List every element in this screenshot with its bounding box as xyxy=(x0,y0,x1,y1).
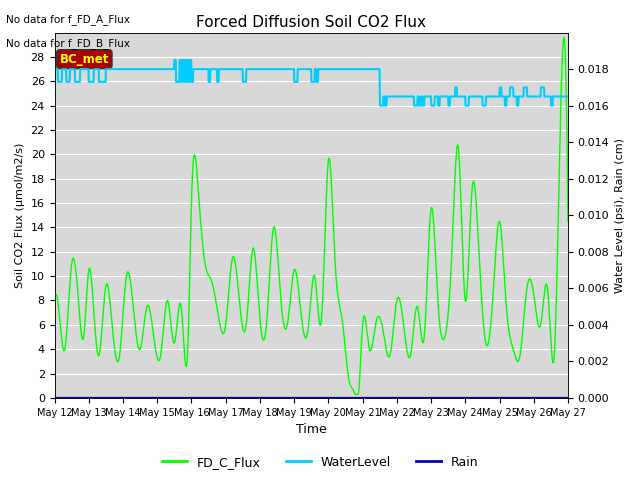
Y-axis label: Soil CO2 Flux (μmol/m2/s): Soil CO2 Flux (μmol/m2/s) xyxy=(15,143,25,288)
Y-axis label: Water Level (psi), Rain (cm): Water Level (psi), Rain (cm) xyxy=(615,138,625,293)
Legend: FD_C_Flux, WaterLevel, Rain: FD_C_Flux, WaterLevel, Rain xyxy=(157,451,483,474)
X-axis label: Time: Time xyxy=(296,423,326,436)
Title: Forced Diffusion Soil CO2 Flux: Forced Diffusion Soil CO2 Flux xyxy=(196,15,426,30)
Text: BC_met: BC_met xyxy=(60,53,109,66)
Text: No data for f_FD_B_Flux: No data for f_FD_B_Flux xyxy=(6,38,131,49)
Text: No data for f_FD_A_Flux: No data for f_FD_A_Flux xyxy=(6,14,131,25)
